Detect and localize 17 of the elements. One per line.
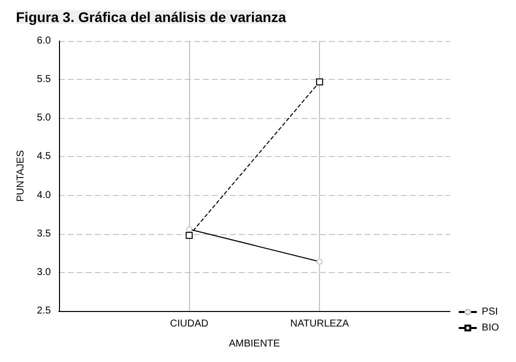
y-tick-label: 3.0 <box>36 266 52 278</box>
x-tick-label: NATURLEZA <box>290 318 350 330</box>
point <box>186 232 193 239</box>
y-axis-title: PUNTAJES <box>16 150 26 202</box>
chart-title: Figura 3. Gráfica del análisis de varianza <box>16 9 286 25</box>
x-tick-label: CIUDAD <box>170 318 208 330</box>
legend-label: BIO <box>482 322 500 334</box>
legend-label: PSI <box>482 306 498 318</box>
point <box>316 78 324 86</box>
y-tick-label: 2.5 <box>36 306 52 316</box>
y-tick-label: 4.0 <box>36 190 52 201</box>
y-tick-label: 6.0 <box>36 36 52 46</box>
x-axis-title: AMBIENTE <box>228 338 280 350</box>
y-tick-label: 5.0 <box>36 112 52 124</box>
y-tick-label: 3.5 <box>36 228 52 240</box>
y-tick-label: 4.5 <box>36 151 52 162</box>
y-tick-label: 5.5 <box>36 74 52 86</box>
